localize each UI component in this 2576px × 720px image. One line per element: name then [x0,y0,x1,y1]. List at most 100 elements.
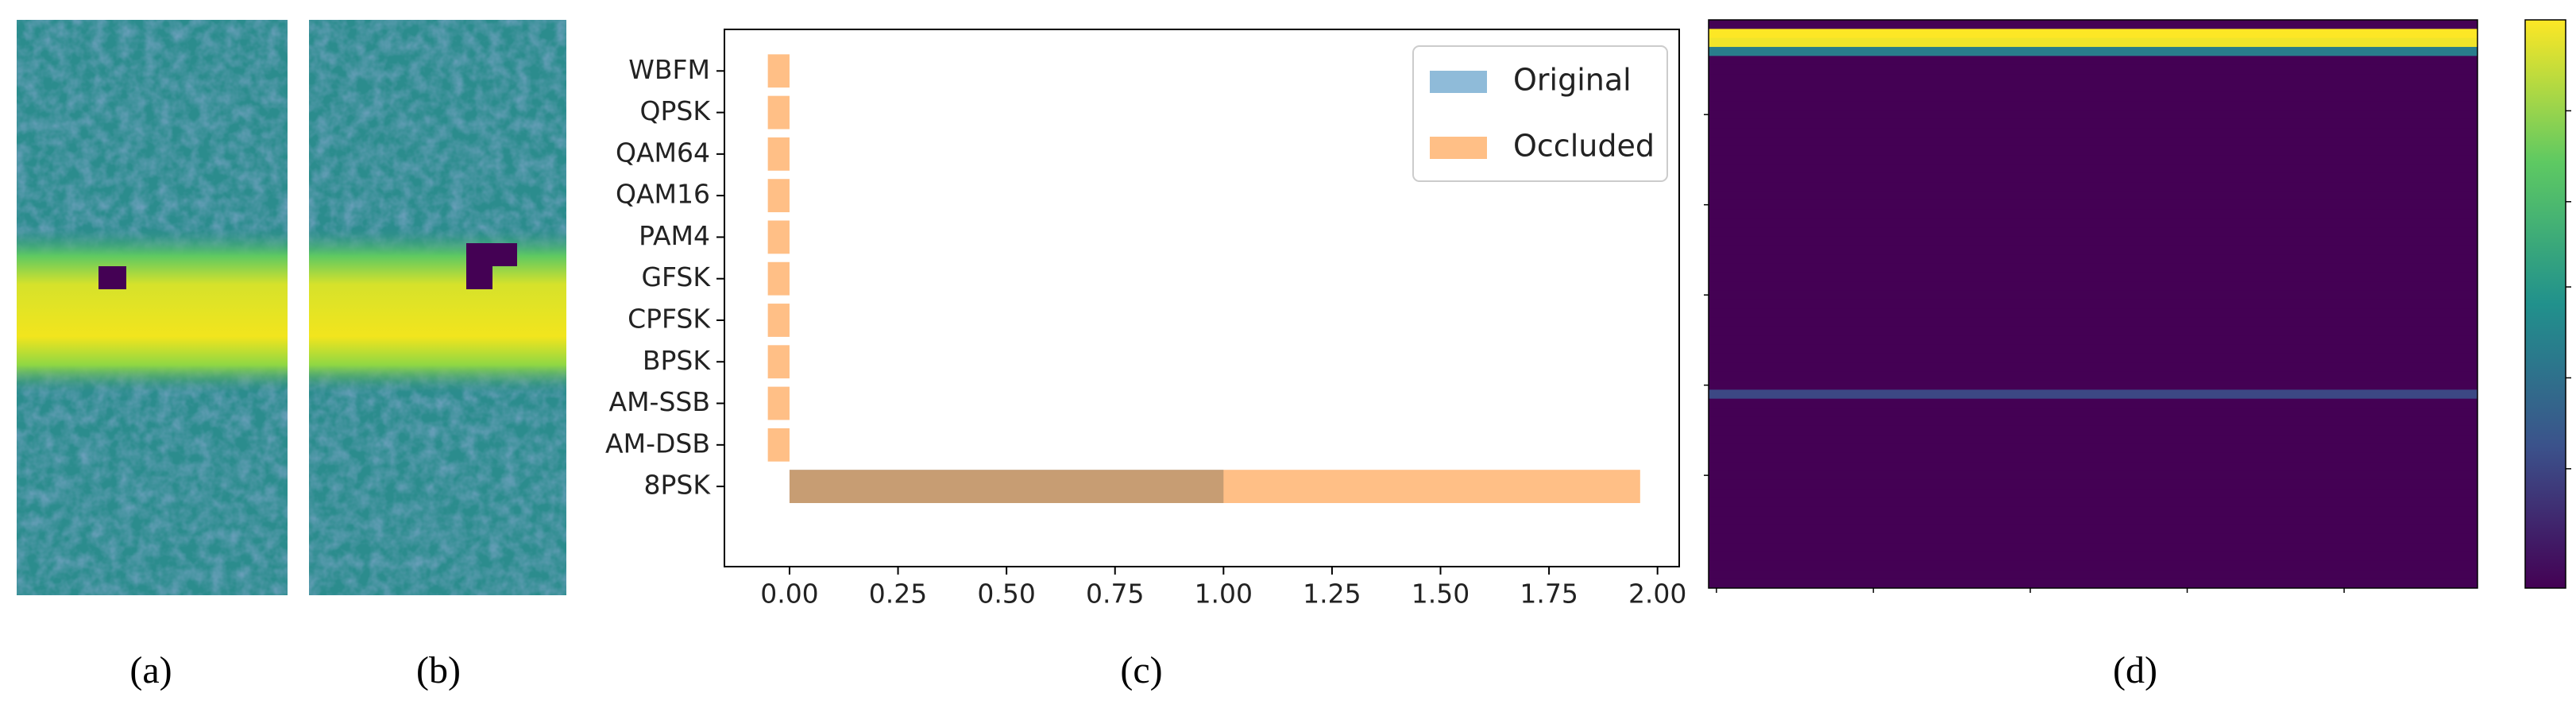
heatmap-row [1709,182,2478,192]
heatmap-row [1709,533,2478,544]
heatmap-row [1709,91,2478,102]
y-tick-label: CPFSK [628,303,711,334]
heatmap-row [1709,560,2478,571]
panel-label: (d) [2113,649,2157,691]
heatmap-row [1709,462,2478,471]
x-tick-label: 1.75 [1520,579,1578,610]
heatmap-row [1709,245,2478,255]
legend-swatch [1430,71,1487,93]
heatmap-row [1709,110,2478,120]
heatmap-row [1709,308,2478,319]
heatmap-row [1709,398,2478,408]
x-tick-label: 1.25 [1303,579,1361,610]
heatmap-row [1709,236,2478,246]
y-tick-label: QPSK [640,95,712,126]
colorbar [2524,19,2566,589]
heatmap-row [1709,29,2478,39]
heatmap-row [1709,281,2478,291]
panel-label: (c) [1120,649,1162,691]
y-tick-label: AM-DSB [605,428,710,459]
heatmap-row [1709,479,2478,490]
heatmap-row [1709,74,2478,83]
heatmap-row [1709,164,2478,174]
heatmap-row [1709,470,2478,481]
bar [767,345,790,379]
heatmap-row [1709,227,2478,237]
heatmap-row [1709,101,2478,110]
x-tick-label: 1.50 [1412,579,1470,610]
y-tick-label: PAM4 [639,220,710,251]
x-tick-label: 2.00 [1628,579,1686,610]
y-tick-label: GFSK [641,261,711,292]
heatmap-row [1709,416,2478,427]
heatmap-row [1709,118,2478,129]
legend-label: Original [1513,63,1632,98]
x-tick-label: 1.00 [1195,579,1253,610]
legend-swatch [1430,137,1487,159]
axes-frame [724,29,1680,567]
panel-label: (b) [416,649,461,691]
heatmap-row [1709,20,2478,29]
bar [767,179,790,213]
y-tick-label: AM-SSB [609,386,711,417]
heatmap-row [1709,344,2478,354]
heatmap-row [1709,299,2478,309]
y-tick-label: QAM16 [616,179,710,210]
y-tick-label: 8PSK [644,470,712,501]
panel-a-image [17,20,288,595]
heatmap-row [1709,489,2478,499]
heatmap-row [1709,254,2478,264]
heatmap-row [1709,199,2478,210]
heatmap-row [1709,443,2478,454]
y-tick-label: QAM64 [616,137,710,168]
heatmap-row [1709,516,2478,526]
y-tick-label: WBFM [628,54,710,85]
panel-b-image [309,20,566,595]
x-tick-label: 0.00 [760,579,818,610]
heatmap-row [1709,353,2478,363]
heatmap-row [1709,128,2478,138]
x-tick-label: 0.50 [977,579,1035,610]
heatmap-row [1709,326,2478,336]
heatmap-row [1709,570,2478,580]
heatmap-row [1709,263,2478,273]
heatmap-row [1709,497,2478,508]
heatmap-row [1709,145,2478,156]
heatmap-row [1709,47,2478,56]
bar [789,470,1640,504]
heatmap-row [1709,172,2478,183]
bar [767,304,790,337]
bar [767,261,790,296]
heatmap-row [1709,380,2478,390]
heatmap-row [1709,425,2478,435]
bar [767,137,790,171]
x-tick-label: 0.75 [1086,579,1144,610]
heatmap-row [1709,435,2478,444]
bar [767,386,790,420]
heatmap-row [1709,371,2478,381]
heatmap-row [1709,452,2478,463]
x-tick-label: 0.25 [869,579,927,610]
bar [767,54,790,88]
heatmap-row [1709,218,2478,228]
bar [767,428,790,462]
heatmap-row [1709,362,2478,373]
heatmap-row [1709,191,2478,201]
bar [767,95,790,130]
heatmap-row [1709,389,2478,400]
heatmap-row [1709,290,2478,300]
heatmap-row [1709,552,2478,562]
heatmap-row [1709,543,2478,553]
heatmap-row [1709,209,2478,219]
y-tick-label: BPSK [643,345,711,376]
panel-label: (a) [129,649,172,691]
heatmap-row [1709,137,2478,147]
heatmap-row [1709,579,2478,589]
heatmap-row [1709,506,2478,517]
heatmap-row [1709,155,2478,165]
legend-label: Occluded [1513,129,1655,164]
heatmap-row [1709,56,2478,66]
heatmap-row [1709,37,2478,48]
heatmap-row [1709,335,2478,346]
